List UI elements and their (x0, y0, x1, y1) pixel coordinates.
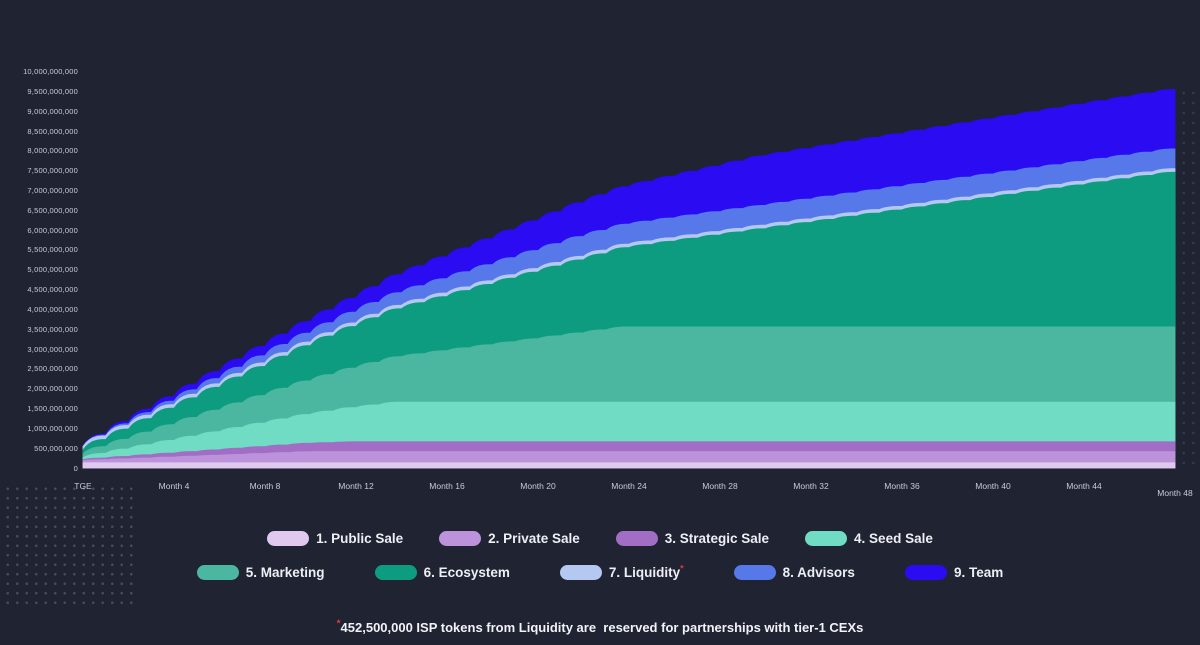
legend-label: 9. Team (953, 565, 1004, 580)
area-series-public-sale (82, 462, 1176, 469)
legend-swatch-advisors (733, 565, 776, 580)
legend-label: 1. Public Sale (316, 531, 404, 546)
x-axis-tick-label: Month 28 (702, 481, 738, 491)
y-axis-tick-label: 7,500,000,000 (27, 166, 78, 176)
x-axis-tick-label: TGE (74, 481, 92, 491)
x-axis-tick-label: Month 36 (884, 481, 920, 491)
y-axis-tick-label: 6,000,000,000 (27, 225, 78, 235)
y-axis-tick-label: 2,000,000,000 (27, 384, 78, 394)
legend-swatch-liquidity (559, 565, 602, 580)
legend-item-advisors[interactable]: 8. Advisors (733, 565, 855, 580)
y-axis-tick-label: 9,500,000,000 (27, 86, 78, 96)
y-axis-tick-label: 4,500,000,000 (27, 285, 78, 295)
x-axis-tick-label: Month 32 (793, 481, 829, 491)
legend-label: 2. Private Sale (488, 531, 580, 546)
legend-item-liquidity[interactable]: 7. Liquidity* (559, 563, 684, 580)
y-axis-tick-label: 3,500,000,000 (27, 324, 78, 334)
legend-item-seed-sale[interactable]: 4. Seed Sale (805, 531, 933, 546)
legend-swatch-seed-sale (805, 531, 848, 546)
y-axis-tick-label: 6,500,000,000 (27, 205, 78, 215)
dots-pattern-right-edge (1179, 88, 1199, 470)
y-axis-tick-label: 1,000,000,000 (27, 423, 78, 433)
y-axis-tick-label: 8,000,000,000 (27, 146, 78, 156)
x-axis-tick-label: Month 24 (611, 481, 647, 491)
footnote-text: 452,500,000 ISP tokens from Liquidity ar… (340, 620, 864, 635)
x-axis-tick-label: Month 44 (1066, 481, 1102, 491)
x-axis-tick-label: Month 20 (520, 481, 556, 491)
legend-label: 8. Advisors (782, 565, 855, 580)
y-axis-tick-label: 500,000,000 (34, 443, 78, 453)
legend-swatch-strategic-sale (615, 531, 658, 546)
y-axis-tick-label: 7,000,000,000 (27, 186, 78, 196)
legend-swatch-ecosystem (374, 565, 417, 580)
y-axis-tick-label: 4,000,000,000 (27, 304, 78, 314)
legend-item-private-sale[interactable]: 2. Private Sale (439, 531, 580, 546)
dots-pattern-bottom-left (3, 484, 135, 611)
legend-item-team[interactable]: 9. Team (904, 565, 1004, 580)
legend-item-marketing[interactable]: 5. Marketing (196, 565, 325, 580)
x-axis-tick-label: Month 40 (975, 481, 1011, 491)
legend-row-1: 1. Public Sale 2. Private Sale 3. Strategi… (0, 531, 1200, 546)
legend-swatch-team (904, 565, 947, 580)
legend-label: 3. Strategic Sale (664, 531, 770, 546)
legend-item-ecosystem[interactable]: 6. Ecosystem (374, 565, 510, 580)
legend-swatch-private-sale (439, 531, 482, 546)
y-axis-tick-label: 5,500,000,000 (27, 245, 78, 255)
legend-label: 7. Liquidity* (608, 563, 684, 580)
footnote-asterisk-icon: * (336, 618, 341, 630)
legend-swatch-public-sale (267, 531, 310, 546)
legend-swatch-marketing (196, 565, 239, 580)
legend-item-strategic-sale[interactable]: 3. Strategic Sale (615, 531, 770, 546)
y-axis-tick-label: 8,500,000,000 (27, 126, 78, 136)
legend-asterisk-icon: * (680, 563, 684, 574)
x-axis-tick-label: Month 48 (1157, 488, 1193, 498)
x-axis-tick-label: Month 12 (338, 481, 374, 491)
legend-label: 6. Ecosystem (423, 565, 510, 580)
x-axis-tick-label: Month 4 (158, 481, 190, 491)
y-axis-tick-label: 5,000,000,000 (27, 265, 78, 275)
x-axis-tick-label: Month 8 (249, 481, 281, 491)
y-axis-tick-label: 2,500,000,000 (27, 364, 78, 374)
y-axis-tick-label: 3,000,000,000 (27, 344, 78, 354)
legend-label: 5. Marketing (245, 565, 325, 580)
y-axis-tick-label: 10,000,000,000 (23, 67, 78, 77)
footnote: *452,500,000 ISP tokens from Liquidity a… (0, 618, 1200, 635)
y-axis-tick-label: 1,500,000,000 (27, 404, 78, 414)
legend-label: 4. Seed Sale (854, 531, 933, 546)
y-axis-tick-label: 9,000,000,000 (27, 106, 78, 116)
legend-item-public-sale[interactable]: 1. Public Sale (267, 531, 403, 546)
y-axis-tick-label: 0 (73, 463, 78, 473)
legend-row-2: 5. Marketing 6. Ecosystem 7. Liquidity* 8. … (0, 563, 1200, 580)
x-axis-tick-label: Month 16 (429, 481, 465, 491)
